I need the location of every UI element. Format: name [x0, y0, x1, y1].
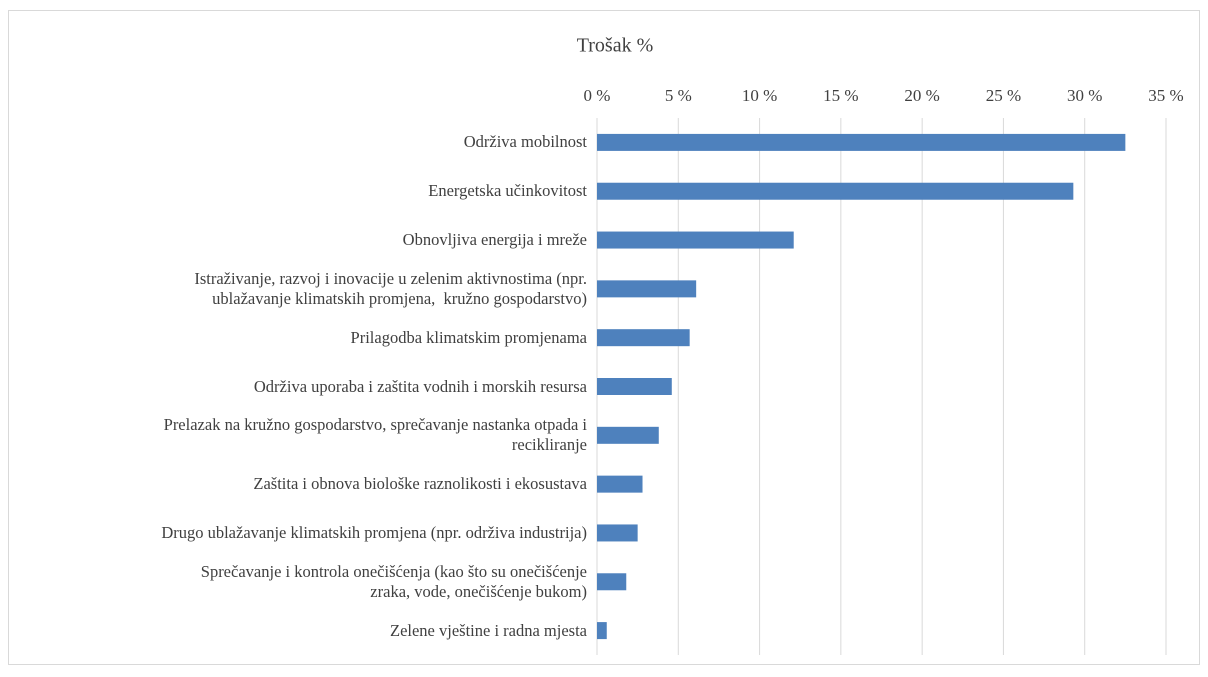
bar	[597, 426, 659, 444]
bar	[597, 475, 643, 493]
x-tick-label: 5 %	[665, 86, 692, 105]
bar	[597, 182, 1074, 200]
y-tick-label: Zaštita i obnova biološke raznolikosti i…	[253, 474, 587, 494]
y-tick-label: Zelene vještine i radna mjesta	[389, 620, 587, 640]
y-tick-label: Istraživanje, razvoj i inovacije u zelen…	[194, 268, 587, 308]
y-tick-label: Održiva uporaba i zaštita vodnih i morsk…	[253, 376, 587, 396]
bar	[597, 573, 627, 591]
x-tick-label: 35 %	[1148, 86, 1183, 105]
bar	[597, 280, 697, 298]
bar	[597, 329, 690, 347]
chart-title: Trošak %	[577, 35, 654, 57]
bar	[597, 378, 672, 395]
x-tick-label: 15 %	[823, 86, 858, 105]
y-tick-label: Prelazak na kružno gospodarstvo, sprečav…	[163, 415, 587, 455]
y-tick-label: Obnovljiva energija i mreže	[402, 230, 587, 250]
x-tick-label: 0 %	[584, 86, 611, 105]
y-tick-label: Energetska učinkovitost	[428, 181, 587, 201]
x-tick-label: 25 %	[986, 86, 1021, 105]
bar	[597, 622, 607, 640]
chart-border	[8, 10, 1200, 665]
x-tick-label: 20 %	[904, 86, 939, 105]
y-tick-label: Održiva mobilnost	[463, 132, 587, 152]
y-tick-label: Prilagodba klimatskim promjenama	[350, 327, 587, 347]
bar	[597, 524, 638, 542]
bar	[597, 133, 1126, 151]
x-tick-label: 10 %	[742, 86, 777, 105]
y-tick-label: Sprečavanje i kontrola onečišćenja (kao …	[200, 561, 587, 601]
bar	[597, 231, 794, 249]
x-tick-label: 30 %	[1067, 86, 1102, 105]
y-tick-label: Drugo ublažavanje klimatskih promjena (n…	[161, 522, 587, 542]
